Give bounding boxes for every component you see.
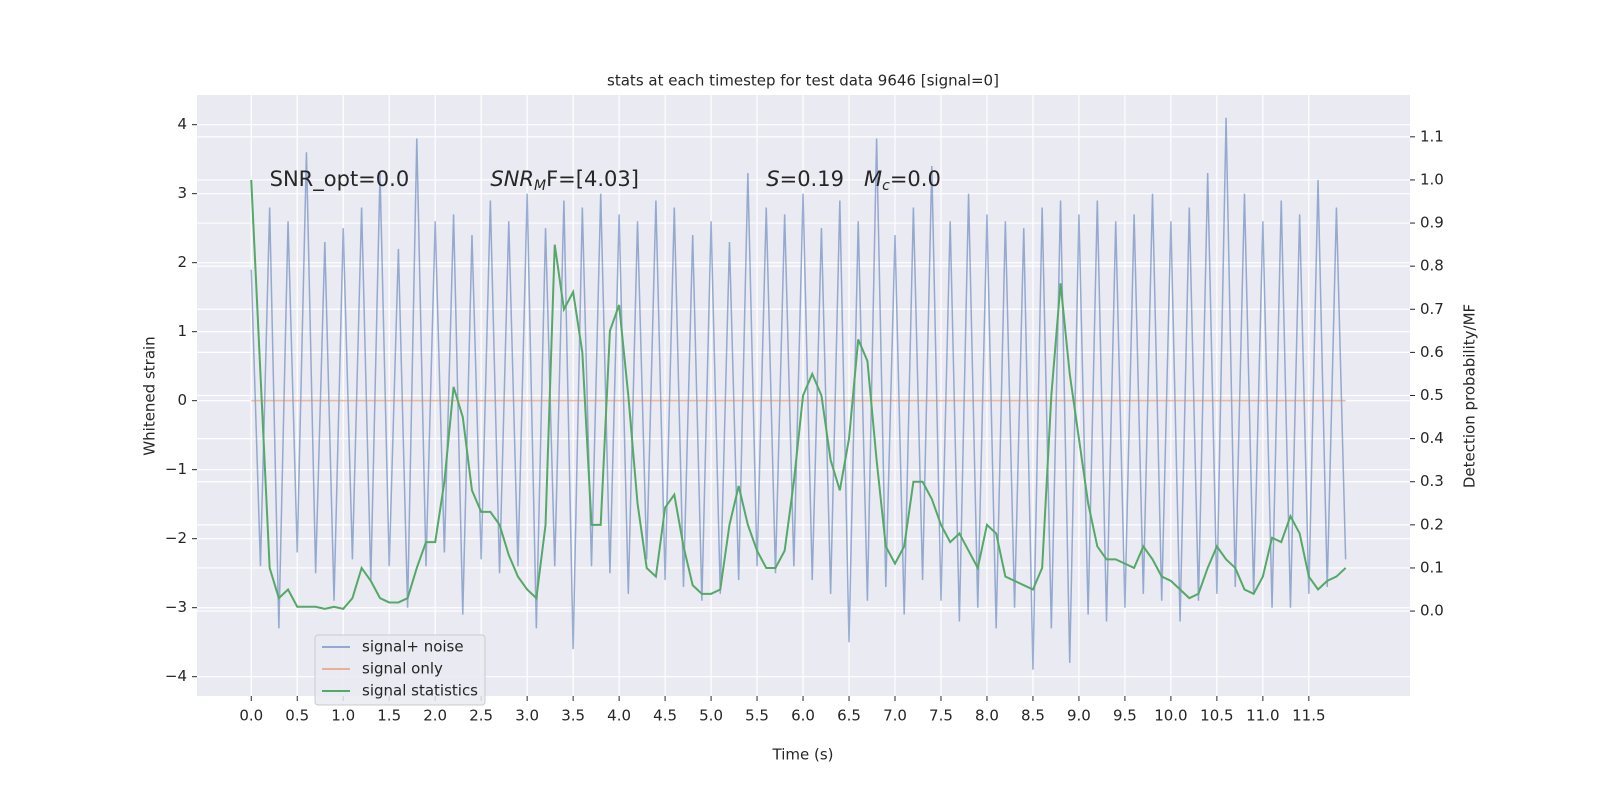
legend-label: signal only bbox=[362, 660, 443, 678]
y2-tick-label: 0.4 bbox=[1420, 429, 1444, 447]
y2-tick-label: 0.7 bbox=[1420, 300, 1444, 318]
x-tick-label: 1.5 bbox=[377, 707, 401, 725]
x-tick-label: 0.5 bbox=[285, 707, 309, 725]
annotation-part: S bbox=[766, 167, 779, 191]
x-tick-label: 2.5 bbox=[469, 707, 493, 725]
annotation: SNRMF=[4.03] bbox=[490, 167, 639, 194]
x-tick-label: 3.5 bbox=[561, 707, 585, 725]
y2-tick-label: 1.0 bbox=[1420, 170, 1444, 188]
x-tick-label: 0.0 bbox=[239, 707, 263, 725]
y-tick-label: −1 bbox=[165, 460, 187, 478]
x-tick-label: 1.0 bbox=[331, 707, 355, 725]
x-tick-label: 5.0 bbox=[699, 707, 723, 725]
x-tick-label: 11.5 bbox=[1292, 707, 1325, 725]
y2-tick-label: 0.1 bbox=[1420, 558, 1444, 576]
annotation-part: SNR bbox=[490, 167, 534, 191]
legend-label: signal statistics bbox=[362, 682, 478, 700]
y2-tick-label: 0.0 bbox=[1420, 602, 1444, 620]
chart-title: stats at each timestep for test data 964… bbox=[607, 72, 999, 90]
y-tick-label: 4 bbox=[177, 115, 187, 133]
y2-tick-label: 0.8 bbox=[1420, 257, 1444, 275]
annotation-part: F=[4.03] bbox=[546, 167, 639, 191]
y2-tick-label: 0.2 bbox=[1420, 515, 1444, 533]
y-tick-label: 0 bbox=[177, 391, 187, 409]
y2-tick-label: 0.9 bbox=[1420, 214, 1444, 232]
x-tick-label: 8.0 bbox=[975, 707, 999, 725]
annotation: S=0.19 Mc=0.0 bbox=[766, 167, 941, 194]
x-tick-label: 8.5 bbox=[1021, 707, 1045, 725]
annotation-part: c bbox=[882, 178, 890, 194]
y2-tick-label: 0.6 bbox=[1420, 343, 1444, 361]
series-line bbox=[250, 179, 1347, 611]
marks bbox=[250, 117, 1347, 670]
y2-tick-label: 1.1 bbox=[1420, 127, 1444, 145]
x-tick-label: 7.5 bbox=[929, 707, 953, 725]
x-axis-label: Time (s) bbox=[772, 746, 834, 764]
x-tick-label: 4.5 bbox=[653, 707, 677, 725]
x-tick-label: 9.0 bbox=[1067, 707, 1091, 725]
x-tick-label: 2.0 bbox=[423, 707, 447, 725]
annotation-part: SNR_opt=0.0 bbox=[270, 167, 410, 192]
x-tick-label: 10.0 bbox=[1154, 707, 1187, 725]
x-tick-label: 3.0 bbox=[515, 707, 539, 725]
y-tick-label: 1 bbox=[177, 322, 187, 340]
annotation-part: =0.19 bbox=[780, 167, 864, 191]
y-tick-label: 2 bbox=[177, 253, 187, 271]
annotation-part: =0.0 bbox=[890, 167, 941, 191]
y2-tick-label: 0.5 bbox=[1420, 386, 1444, 404]
y-tick-label: −2 bbox=[165, 529, 187, 547]
legend-label: signal+ noise bbox=[362, 638, 464, 656]
legend-box bbox=[314, 634, 486, 706]
annotation: SNR_opt=0.0 bbox=[270, 167, 410, 192]
x-tick-label: 6.5 bbox=[837, 707, 861, 725]
x-tick-label: 5.5 bbox=[745, 707, 769, 725]
x-tick-label: 6.0 bbox=[791, 707, 815, 725]
x-tick-label: 9.5 bbox=[1113, 707, 1137, 725]
series-line bbox=[250, 117, 1347, 670]
y-tick-label: 3 bbox=[177, 184, 187, 202]
y-tick-label: −4 bbox=[165, 667, 187, 685]
y2-tick-label: 0.3 bbox=[1420, 472, 1444, 490]
annotation-part: M bbox=[534, 178, 546, 194]
y-tick-label: −3 bbox=[165, 598, 187, 616]
y-axis-label: Whitened strain bbox=[141, 336, 159, 455]
x-tick-label: 11.0 bbox=[1246, 707, 1279, 725]
y2-axis-label: Detection probability/MF bbox=[1461, 304, 1479, 488]
annotation-part: M bbox=[864, 167, 882, 191]
x-tick-label: 7.0 bbox=[883, 707, 907, 725]
legend: signal+ noise signal only signal statistic… bbox=[314, 634, 486, 706]
x-tick-label: 10.5 bbox=[1200, 707, 1233, 725]
x-tick-label: 4.0 bbox=[607, 707, 631, 725]
